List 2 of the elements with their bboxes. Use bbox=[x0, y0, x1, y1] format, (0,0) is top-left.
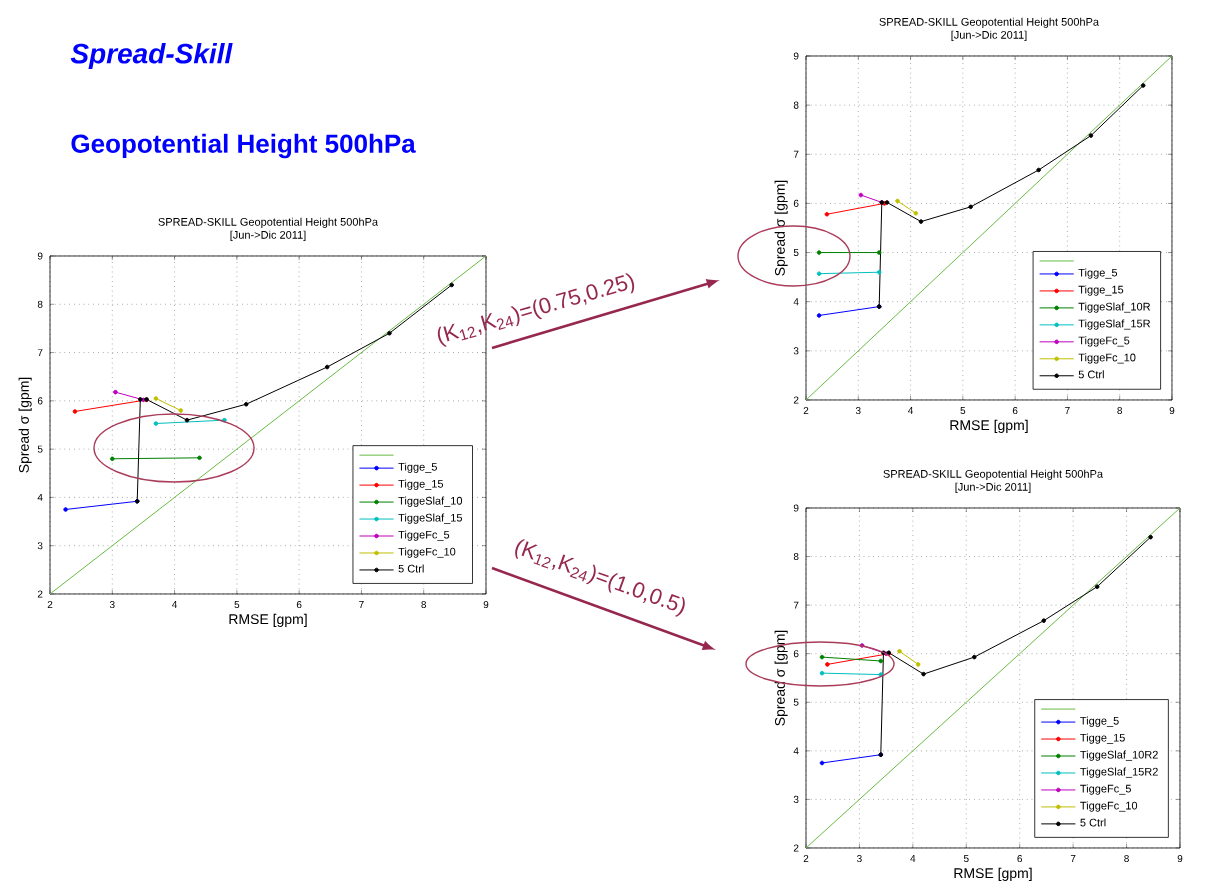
text: Geopotential Height 500hPa bbox=[71, 133, 416, 159]
text: Spread-Skill bbox=[70, 42, 233, 70]
